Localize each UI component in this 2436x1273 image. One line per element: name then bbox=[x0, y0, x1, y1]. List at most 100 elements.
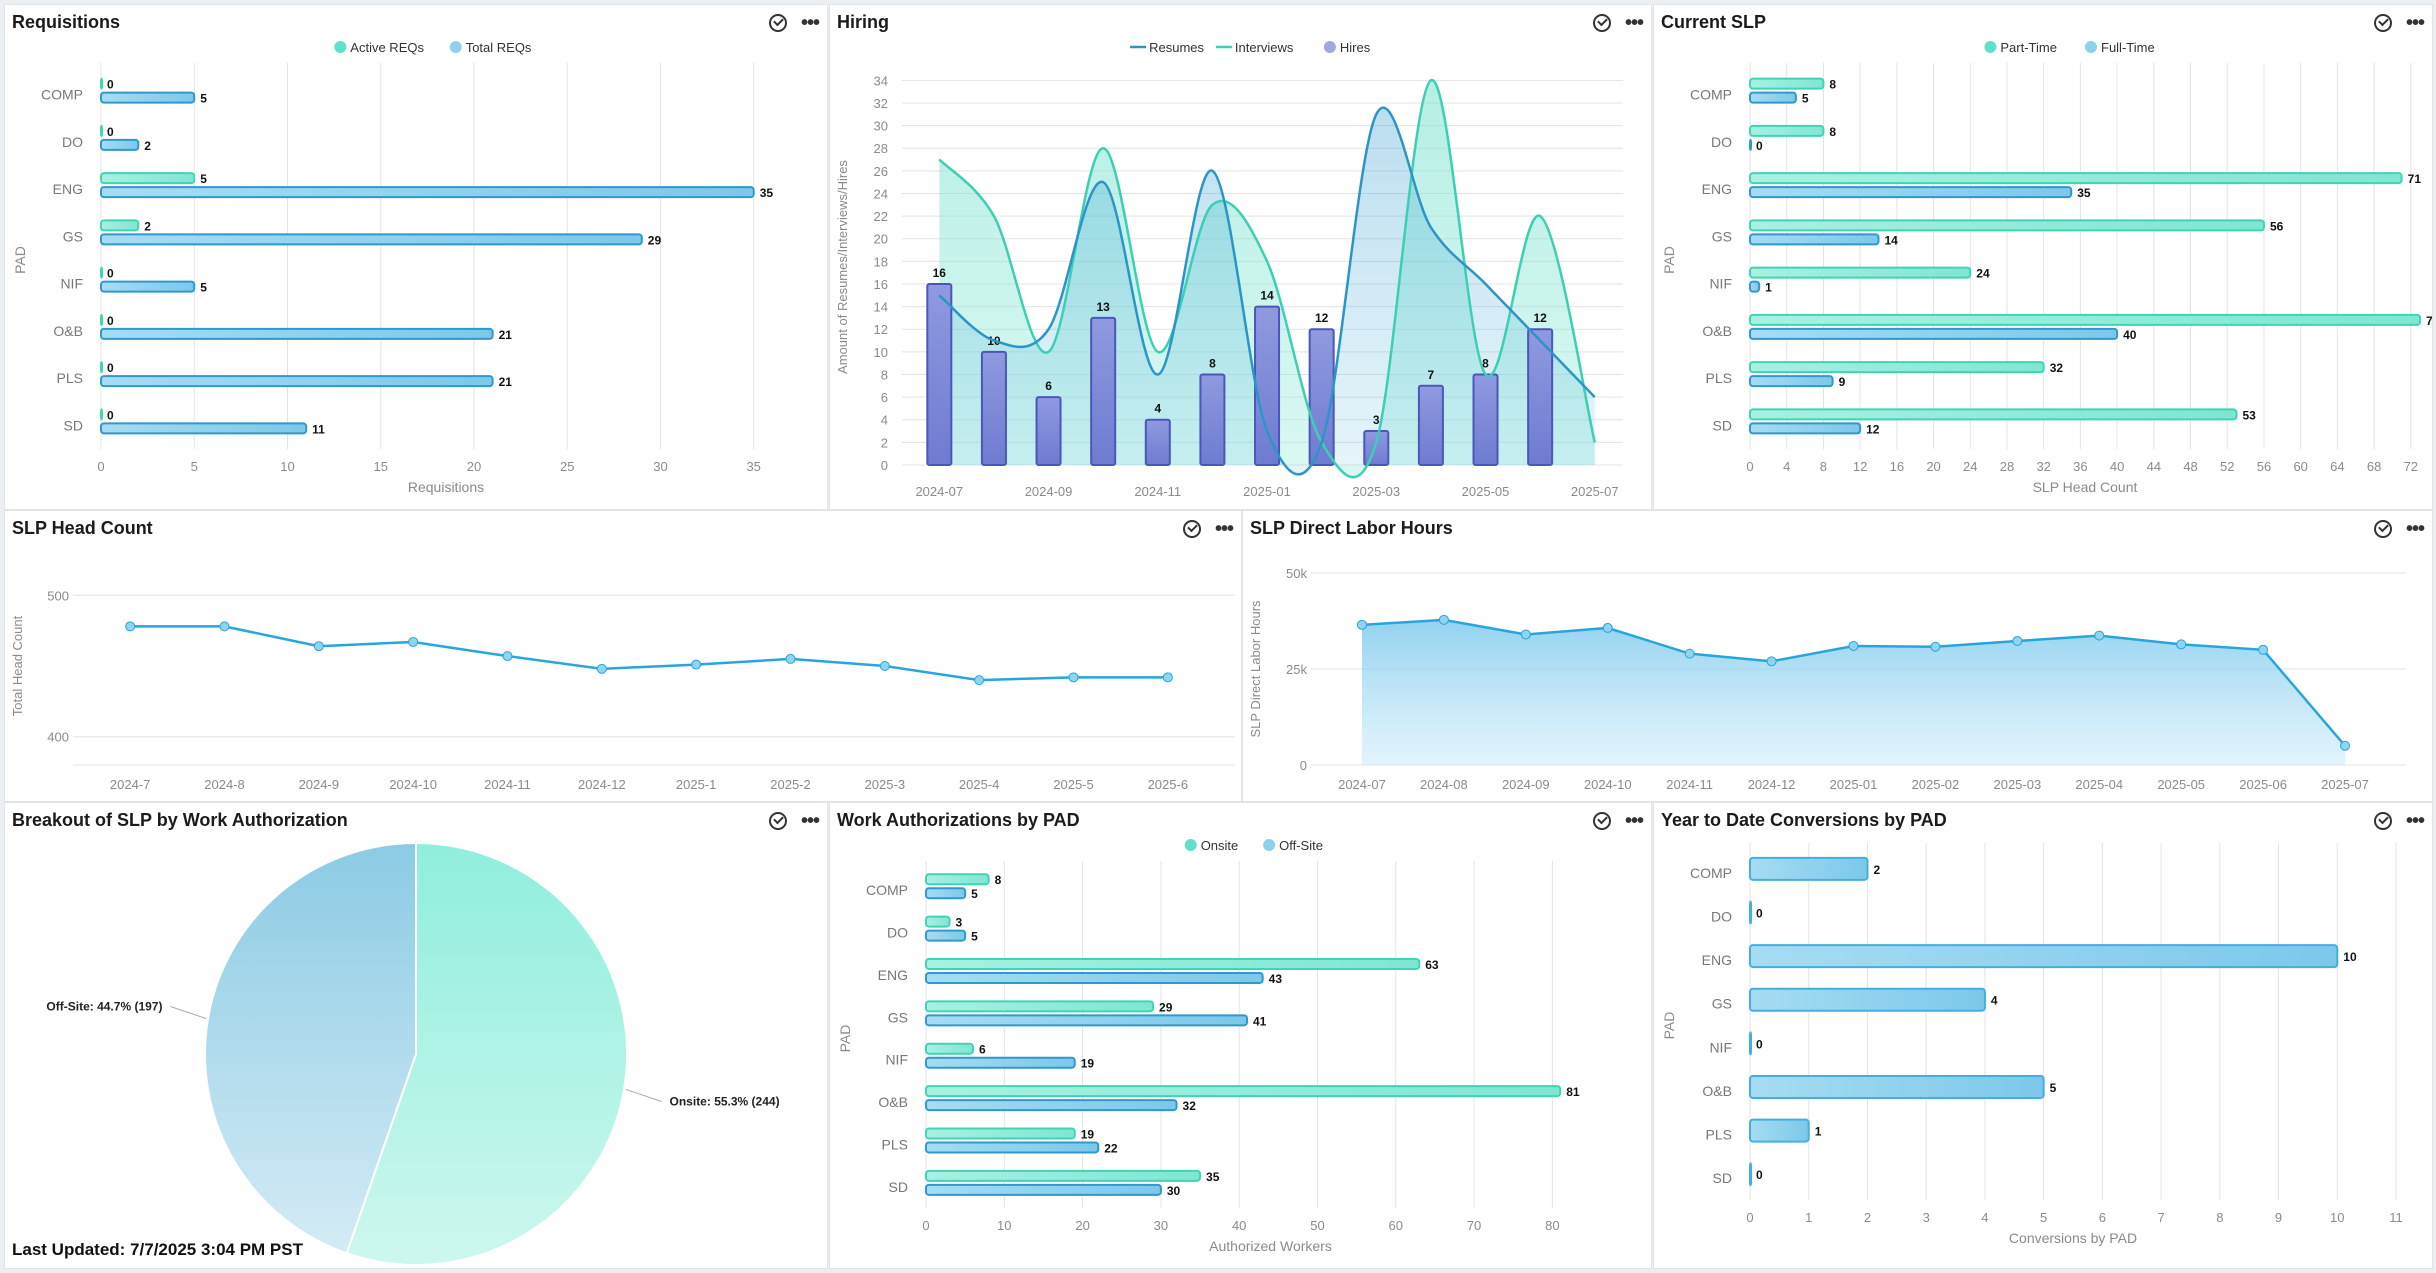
data-label: 9 bbox=[1839, 375, 1846, 389]
data-label: 63 bbox=[1425, 958, 1439, 972]
chart-work-auth-by-pad: 0 10 20 30 40 50 60 70 80 Authorized Workers PAD CO… bbox=[837, 838, 1580, 1254]
y-tick-label: 12 bbox=[874, 322, 888, 337]
panel-toolbar: ••• bbox=[1592, 811, 1644, 831]
bar-parttime bbox=[1749, 361, 2045, 374]
x-tick-label: 70 bbox=[1467, 1218, 1481, 1233]
x-tick-label: 16 bbox=[1890, 459, 1904, 474]
x-tick-label: 36 bbox=[2073, 459, 2087, 474]
series-area bbox=[1361, 619, 2346, 765]
legend-dot-icon bbox=[449, 41, 462, 53]
bar-offsite bbox=[925, 1099, 1178, 1112]
y-tick-label: GS bbox=[63, 228, 83, 244]
data-point bbox=[313, 641, 324, 652]
data-label: 0 bbox=[1756, 906, 1763, 920]
x-tick-label: 2025-03 bbox=[1993, 777, 2041, 792]
x-tick-label: 1 bbox=[1805, 1210, 1812, 1225]
legend-dot-icon bbox=[1323, 41, 1336, 53]
x-tick-label: 2 bbox=[1864, 1210, 1871, 1225]
check-circle-icon[interactable] bbox=[2373, 520, 2392, 538]
x-tick-label: 80 bbox=[1545, 1218, 1559, 1233]
data-point bbox=[1068, 672, 1079, 683]
y-tick-label: O&B bbox=[1702, 1083, 1732, 1099]
y-tick-label: COMP bbox=[1690, 87, 1732, 103]
y-tick-label: GS bbox=[1712, 228, 1732, 244]
data-point bbox=[879, 661, 890, 671]
data-label: 0 bbox=[107, 408, 114, 422]
x-tick-label: 64 bbox=[2330, 459, 2344, 474]
x-tick-label: 30 bbox=[653, 459, 667, 474]
bar-fulltime bbox=[1749, 422, 1862, 435]
x-tick-label: 20 bbox=[1926, 459, 1940, 474]
bar-offsite bbox=[925, 1183, 1162, 1196]
legend-item-hires: Hires bbox=[1340, 40, 1371, 55]
check-circle-icon[interactable] bbox=[1592, 14, 1611, 32]
bar-parttime bbox=[1749, 408, 2238, 421]
x-tick-label: 4 bbox=[1783, 459, 1790, 474]
x-tick-label: 20 bbox=[1075, 1218, 1089, 1233]
data-label: 43 bbox=[1269, 972, 1283, 986]
y-tick-label: 30 bbox=[874, 119, 888, 134]
legend-item-activereqs: Active REQs bbox=[350, 40, 424, 55]
y-tick-label: PLS bbox=[1706, 1127, 1732, 1143]
data-label: 30 bbox=[1167, 1184, 1181, 1198]
bar-activereqs bbox=[100, 77, 103, 90]
y-tick-label: 10 bbox=[874, 345, 888, 360]
y-tick-label: DO bbox=[1711, 134, 1732, 150]
bar-value bbox=[1749, 987, 1986, 1012]
y-tick-label: 6 bbox=[881, 390, 888, 405]
y-tick-label: 16 bbox=[874, 277, 888, 292]
y-tick-label: SD bbox=[889, 1179, 908, 1195]
x-tick-label: 72 bbox=[2404, 459, 2418, 474]
data-point bbox=[2258, 644, 2269, 655]
bar-fulltime bbox=[1749, 186, 2073, 199]
data-label: 3 bbox=[1373, 413, 1380, 427]
panel-title: Breakout of SLP by Work Authorization bbox=[12, 810, 348, 830]
x-tick-label: 40 bbox=[1232, 1218, 1246, 1233]
x-tick-label: 2024-12 bbox=[578, 777, 626, 792]
data-point bbox=[1356, 619, 1367, 630]
panel-title: SLP Direct Labor Hours bbox=[1250, 518, 1453, 538]
x-tick-label: 20 bbox=[467, 459, 481, 474]
panel-title: Hiring bbox=[837, 12, 889, 32]
check-circle-icon[interactable] bbox=[2373, 14, 2392, 32]
y-tick-label: 50k bbox=[1286, 566, 1307, 581]
y-tick-label: 25k bbox=[1286, 662, 1307, 677]
bar-totalreqs bbox=[100, 327, 494, 340]
bar-value bbox=[1749, 1118, 1810, 1143]
bar-value bbox=[1749, 1074, 2045, 1099]
data-label: 21 bbox=[499, 328, 513, 342]
panel-toolbar: ••• bbox=[2373, 13, 2425, 33]
data-label: 5 bbox=[971, 930, 978, 944]
x-tick-label: 0 bbox=[1746, 459, 1753, 474]
check-circle-icon[interactable] bbox=[768, 14, 787, 32]
data-label: 13 bbox=[1096, 300, 1110, 314]
bar-totalreqs bbox=[100, 233, 643, 246]
bar-offsite bbox=[925, 1056, 1076, 1069]
check-circle-icon[interactable] bbox=[768, 812, 787, 830]
chart-requisitions: 0 5 10 15 20 25 30 35RequisitionsPADCOMP05DO02E… bbox=[12, 40, 773, 495]
y-tick-label: PLS bbox=[882, 1136, 908, 1152]
data-label: 12 bbox=[1533, 311, 1547, 325]
bar-value bbox=[1749, 1031, 1752, 1056]
bar-parttime bbox=[1749, 266, 1972, 279]
bar-activereqs bbox=[100, 361, 103, 374]
x-tick-label: 11 bbox=[2389, 1210, 2403, 1225]
bar-onsite bbox=[925, 1000, 1155, 1013]
data-label: 7 bbox=[1428, 368, 1435, 382]
data-label: 5 bbox=[200, 281, 207, 295]
check-circle-icon[interactable] bbox=[1182, 520, 1201, 538]
check-circle-icon[interactable] bbox=[2373, 812, 2392, 830]
x-tick-label: 2025-05 bbox=[1462, 484, 1510, 499]
chart-slp-head-count: 400 500 2024-7 2024-8 2024-9 2024-10 2024-11 20… bbox=[10, 588, 1235, 792]
data-label: 24 bbox=[1976, 267, 1990, 281]
data-label: 71 bbox=[2408, 172, 2422, 186]
x-tick-label: 35 bbox=[746, 459, 760, 474]
data-label: 8 bbox=[1829, 125, 1836, 139]
data-label: 40 bbox=[2123, 328, 2137, 342]
bar-hires bbox=[1417, 384, 1444, 466]
data-label: 32 bbox=[1183, 1099, 1197, 1113]
bar-value bbox=[1749, 1162, 1752, 1187]
data-label: 35 bbox=[2077, 186, 2091, 200]
check-circle-icon[interactable] bbox=[1592, 812, 1611, 830]
bar-value bbox=[1749, 944, 2339, 969]
